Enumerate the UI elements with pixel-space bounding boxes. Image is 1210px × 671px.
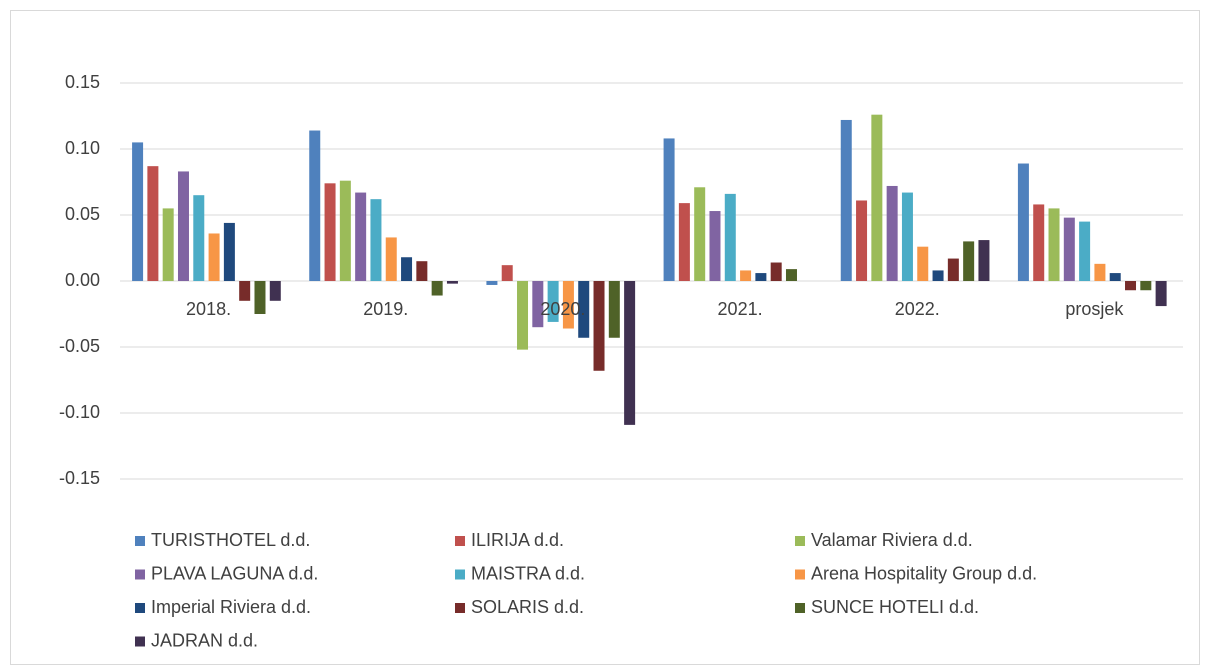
legend-swatch <box>795 536 805 546</box>
bar <box>593 281 605 371</box>
bar <box>486 281 498 285</box>
x-tick-label: prosjek <box>1065 299 1124 319</box>
bar <box>162 208 174 281</box>
legend-label: PLAVA LAGUNA d.d. <box>151 563 318 583</box>
legend-label: JADRAN d.d. <box>151 630 258 650</box>
bar <box>608 281 620 338</box>
legend-swatch <box>135 636 145 647</box>
bar <box>1048 208 1060 281</box>
bar <box>370 199 382 281</box>
legend-swatch <box>795 603 805 613</box>
bar <box>446 281 458 284</box>
bar <box>886 185 898 281</box>
chart-frame <box>10 10 1200 665</box>
legend-swatch <box>135 569 145 580</box>
bar <box>755 273 767 281</box>
bar <box>932 270 944 281</box>
legend-swatch <box>135 536 145 546</box>
bar <box>1033 204 1045 281</box>
legend-label: Arena Hospitality Group d.d. <box>811 563 1037 583</box>
bar <box>947 258 959 281</box>
bar <box>208 233 220 281</box>
bar <box>678 203 690 281</box>
bar <box>416 261 428 281</box>
x-tick-label: 2020. <box>540 299 585 319</box>
bar <box>1140 281 1152 291</box>
bar <box>385 237 397 281</box>
bar <box>193 195 205 281</box>
bar <box>355 192 367 281</box>
bar <box>1079 221 1091 281</box>
legend-label: Valamar Riviera d.d. <box>811 530 973 550</box>
bar <box>239 281 251 301</box>
legend-label: Imperial Riviera d.d. <box>151 597 311 617</box>
x-tick-label: 2021. <box>718 299 763 319</box>
bar <box>785 269 797 281</box>
bar <box>917 246 929 281</box>
bar <box>254 281 266 314</box>
legend-swatch <box>135 603 145 613</box>
bar <box>147 166 159 281</box>
bar <box>501 265 513 281</box>
bar <box>724 193 736 281</box>
bar <box>1109 273 1121 281</box>
legend-label: SUNCE HOTELI d.d. <box>811 597 979 617</box>
y-tick-label: -0.15 <box>59 468 100 488</box>
y-tick-label: 0.05 <box>65 204 100 224</box>
y-tick-label: 0.15 <box>65 72 100 92</box>
legend-swatch <box>795 569 805 580</box>
bar <box>663 138 675 281</box>
bar <box>1017 163 1029 281</box>
bar <box>269 281 281 301</box>
bar <box>177 171 189 281</box>
bar <box>562 281 574 329</box>
bar <box>401 257 413 281</box>
bar <box>901 192 913 281</box>
legend-label: MAISTRA d.d. <box>471 563 585 583</box>
bar <box>770 262 782 281</box>
bar <box>309 130 321 281</box>
bar <box>709 211 721 281</box>
bar <box>1155 281 1167 307</box>
bar <box>517 281 529 350</box>
bar <box>856 200 868 281</box>
bar <box>963 241 975 281</box>
bar <box>1125 281 1137 291</box>
x-tick-label: 2019. <box>363 299 408 319</box>
bar <box>324 183 336 281</box>
legend-swatch <box>455 569 465 580</box>
legend-swatch <box>455 603 465 613</box>
bar <box>339 180 351 281</box>
bar <box>1063 217 1075 281</box>
bar <box>740 270 752 281</box>
bar <box>532 281 544 328</box>
legend-label: TURISTHOTEL d.d. <box>151 530 310 550</box>
bar <box>132 142 144 281</box>
bar <box>871 114 883 282</box>
y-tick-label: 0.10 <box>65 138 100 158</box>
x-tick-label: 2022. <box>895 299 940 319</box>
bar <box>694 187 706 281</box>
bar <box>978 240 990 281</box>
legend-swatch <box>455 536 465 546</box>
legend-label: SOLARIS d.d. <box>471 597 584 617</box>
bar <box>547 281 559 322</box>
legend-label: ILIRIJA d.d. <box>471 530 564 550</box>
x-tick-label: 2018. <box>186 299 231 319</box>
bar <box>624 281 636 425</box>
bar <box>223 222 235 281</box>
bar <box>1094 263 1106 281</box>
bar <box>578 281 590 338</box>
y-tick-label: 0.00 <box>65 270 100 290</box>
bar <box>431 281 443 296</box>
y-tick-label: -0.05 <box>59 336 100 356</box>
bar <box>840 119 852 282</box>
y-tick-label: -0.10 <box>59 402 100 422</box>
